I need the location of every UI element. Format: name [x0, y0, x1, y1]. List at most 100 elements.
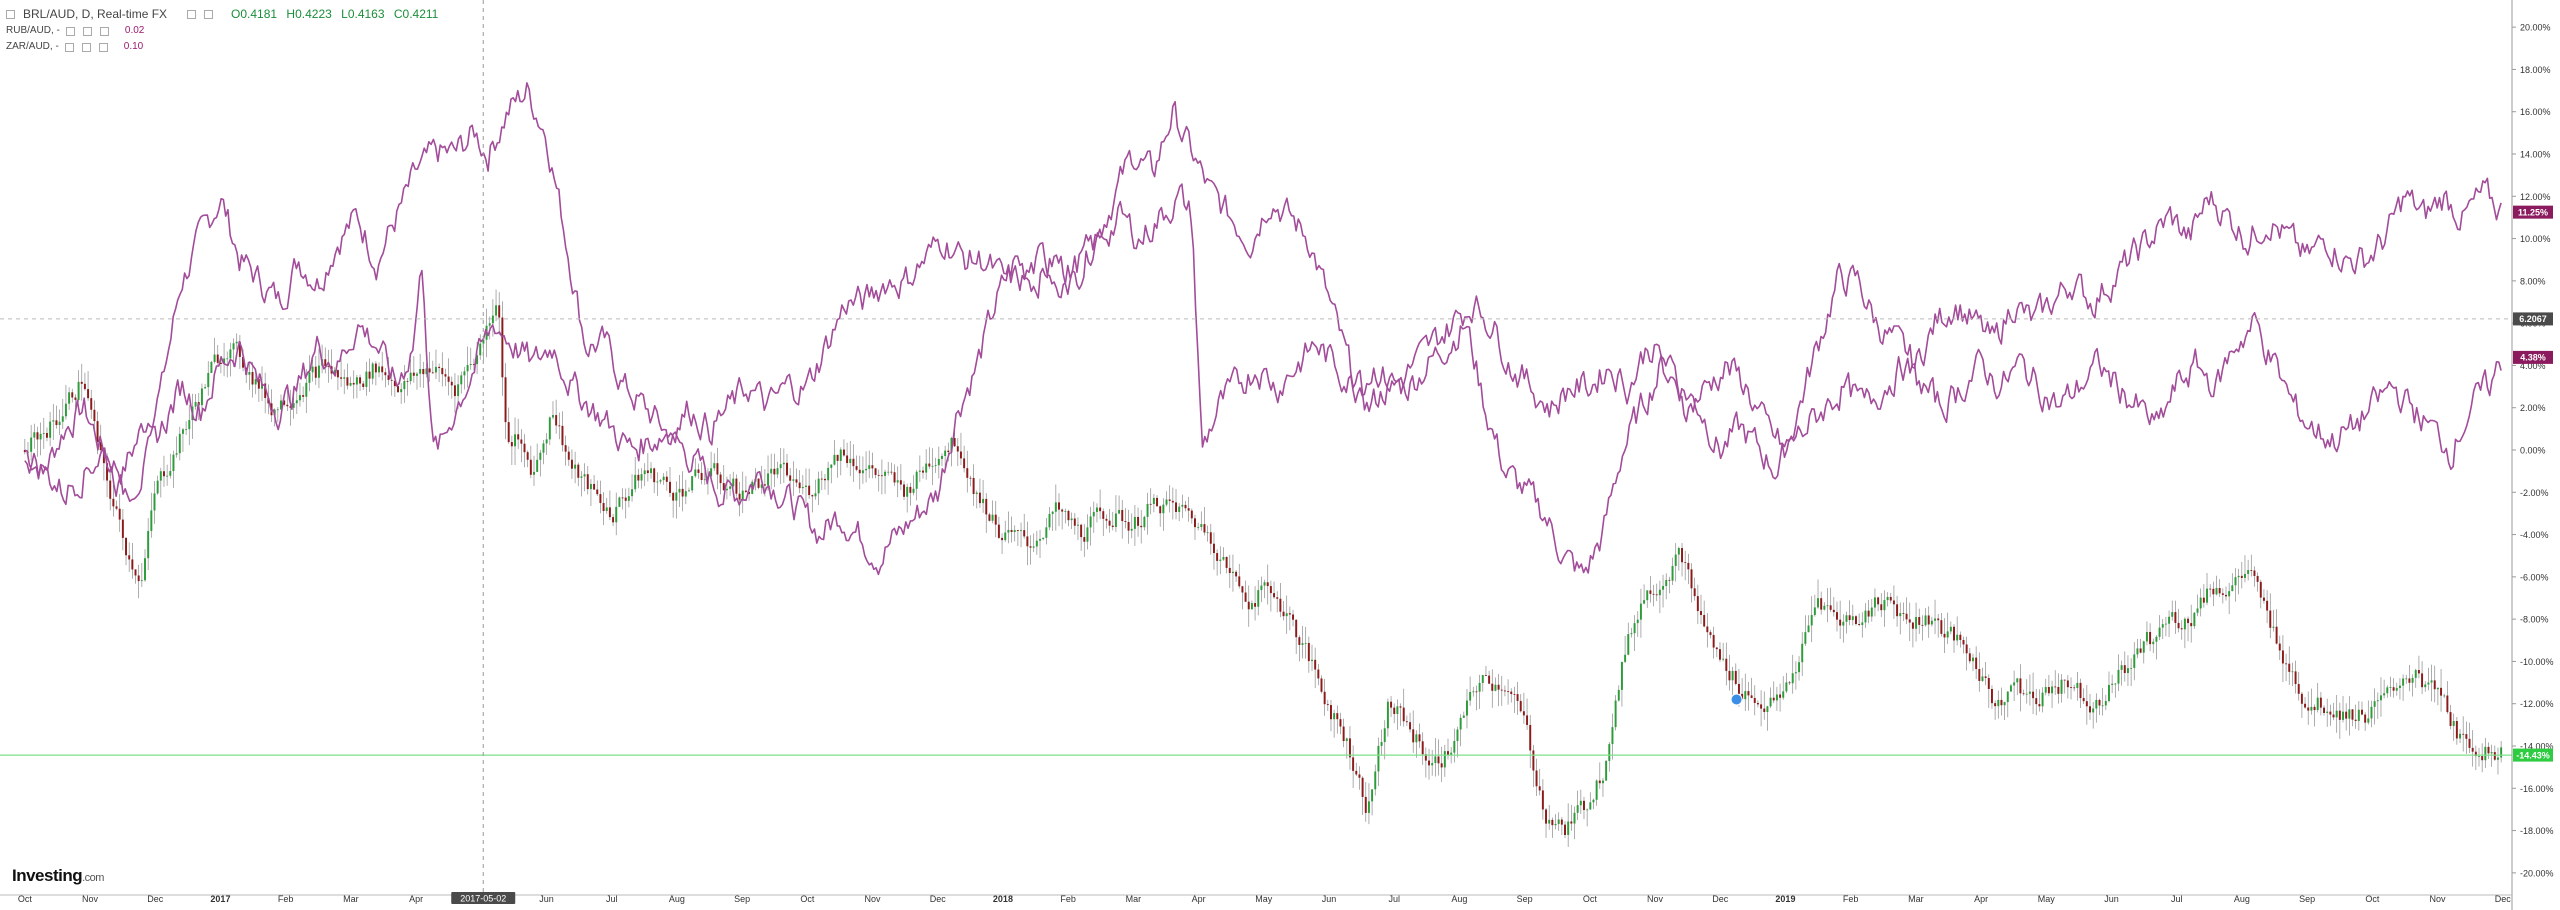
- candle-body: [2389, 687, 2392, 689]
- settings-icon[interactable]: [81, 42, 91, 52]
- candle-body: [254, 379, 257, 385]
- candle-body: [950, 437, 953, 453]
- candle-body: [1687, 562, 1690, 570]
- candle-body: [1545, 809, 1548, 824]
- candle-body: [238, 341, 241, 357]
- rub-aud-badge-bg: [2513, 205, 2553, 219]
- candle-body: [2139, 648, 2142, 653]
- candle-body: [694, 469, 697, 477]
- candle-body: [539, 452, 542, 460]
- eye-icon[interactable]: [64, 42, 74, 52]
- candle-body: [763, 484, 766, 486]
- candle-body: [1118, 510, 1121, 514]
- candle-body: [131, 559, 134, 570]
- candle-body: [2028, 691, 2031, 694]
- candle-body: [463, 371, 466, 376]
- candle-body: [1083, 537, 1086, 542]
- candle-body: [937, 458, 940, 466]
- candle-body: [792, 479, 795, 481]
- candle-body: [1336, 713, 1339, 720]
- y-tick-label: -16.00%: [2520, 784, 2554, 794]
- candle-body: [2262, 597, 2265, 601]
- settings-icon[interactable]: [82, 26, 92, 36]
- candle-body: [858, 469, 861, 474]
- candle-body: [112, 498, 115, 507]
- candle-body: [2462, 733, 2465, 735]
- candle-body: [1984, 676, 1987, 678]
- candle-body: [2427, 682, 2430, 685]
- candle-body: [1374, 771, 1377, 790]
- candle-body: [1048, 513, 1051, 528]
- candle-body: [2025, 693, 2028, 695]
- candle-body: [2443, 695, 2446, 697]
- candle-body: [1896, 604, 1899, 617]
- candle-body: [1791, 673, 1794, 684]
- y-tick-label: 4.00%: [2520, 361, 2546, 371]
- eye-icon[interactable]: [65, 26, 75, 36]
- candle-body: [2471, 747, 2474, 752]
- candle-body: [1538, 786, 1541, 791]
- candle-body: [1469, 691, 1472, 701]
- candle-body: [1915, 617, 1918, 629]
- candle-body: [716, 463, 719, 475]
- candle-body: [2228, 591, 2231, 597]
- candle-body: [2411, 677, 2414, 683]
- candle-body: [2032, 691, 2035, 699]
- candle-body: [1004, 532, 1007, 541]
- candle-body: [1152, 497, 1155, 504]
- candle-body: [2054, 686, 2057, 688]
- candle-body: [1750, 695, 1753, 698]
- candle-body: [988, 514, 991, 521]
- candle-body: [1722, 658, 1725, 660]
- candle-body: [106, 463, 109, 481]
- candle-body: [2145, 631, 2148, 642]
- candle-body: [216, 354, 219, 363]
- close-icon[interactable]: [204, 10, 214, 19]
- candle-body: [2013, 682, 2016, 686]
- candle-body: [1481, 675, 1484, 683]
- candle-body: [2348, 709, 2351, 719]
- collapse-icon[interactable]: [6, 10, 15, 19]
- candle-body: [2307, 707, 2310, 711]
- candle-body: [52, 420, 55, 422]
- legend-compare-row-rub[interactable]: RUB/AUD, - 0.02: [6, 23, 444, 39]
- candle-body: [1861, 622, 1864, 625]
- candle-body: [1377, 745, 1380, 772]
- candle-body: [966, 468, 969, 478]
- candle-body: [1140, 525, 1143, 528]
- candle-body: [2142, 641, 2145, 653]
- close-icon[interactable]: [99, 26, 109, 36]
- candle-body: [1156, 497, 1159, 507]
- candle-body: [125, 537, 128, 556]
- candle-body: [1352, 757, 1355, 771]
- candle-body: [637, 474, 640, 481]
- candle-body: [2449, 712, 2452, 726]
- candle-body: [827, 467, 830, 481]
- candle-body: [2022, 693, 2025, 695]
- candle-body: [719, 474, 722, 484]
- y-tick-label: -4.00%: [2520, 530, 2549, 540]
- settings-icon[interactable]: [187, 10, 197, 19]
- candle-body: [1817, 598, 1819, 608]
- candle-body: [1541, 790, 1544, 810]
- candle-body: [1655, 594, 1658, 596]
- candle-body: [77, 381, 80, 400]
- x-tick-label: Jun: [539, 894, 554, 904]
- candle-body: [1620, 661, 1623, 690]
- candle-body: [1706, 626, 1709, 633]
- candle-body: [2177, 622, 2180, 629]
- candle-body: [1788, 682, 1791, 684]
- x-tick-label: Jul: [606, 894, 618, 904]
- candle-body: [2357, 709, 2360, 721]
- candle-body: [1595, 780, 1598, 800]
- close-icon[interactable]: [98, 42, 108, 52]
- candle-body: [1510, 691, 1513, 695]
- candle-body: [118, 508, 121, 520]
- legend-compare-row-zar[interactable]: ZAR/AUD, - 0.10: [6, 39, 444, 55]
- candle-body: [1633, 623, 1636, 634]
- candle-body: [899, 480, 902, 485]
- y-tick-label: -8.00%: [2520, 615, 2549, 625]
